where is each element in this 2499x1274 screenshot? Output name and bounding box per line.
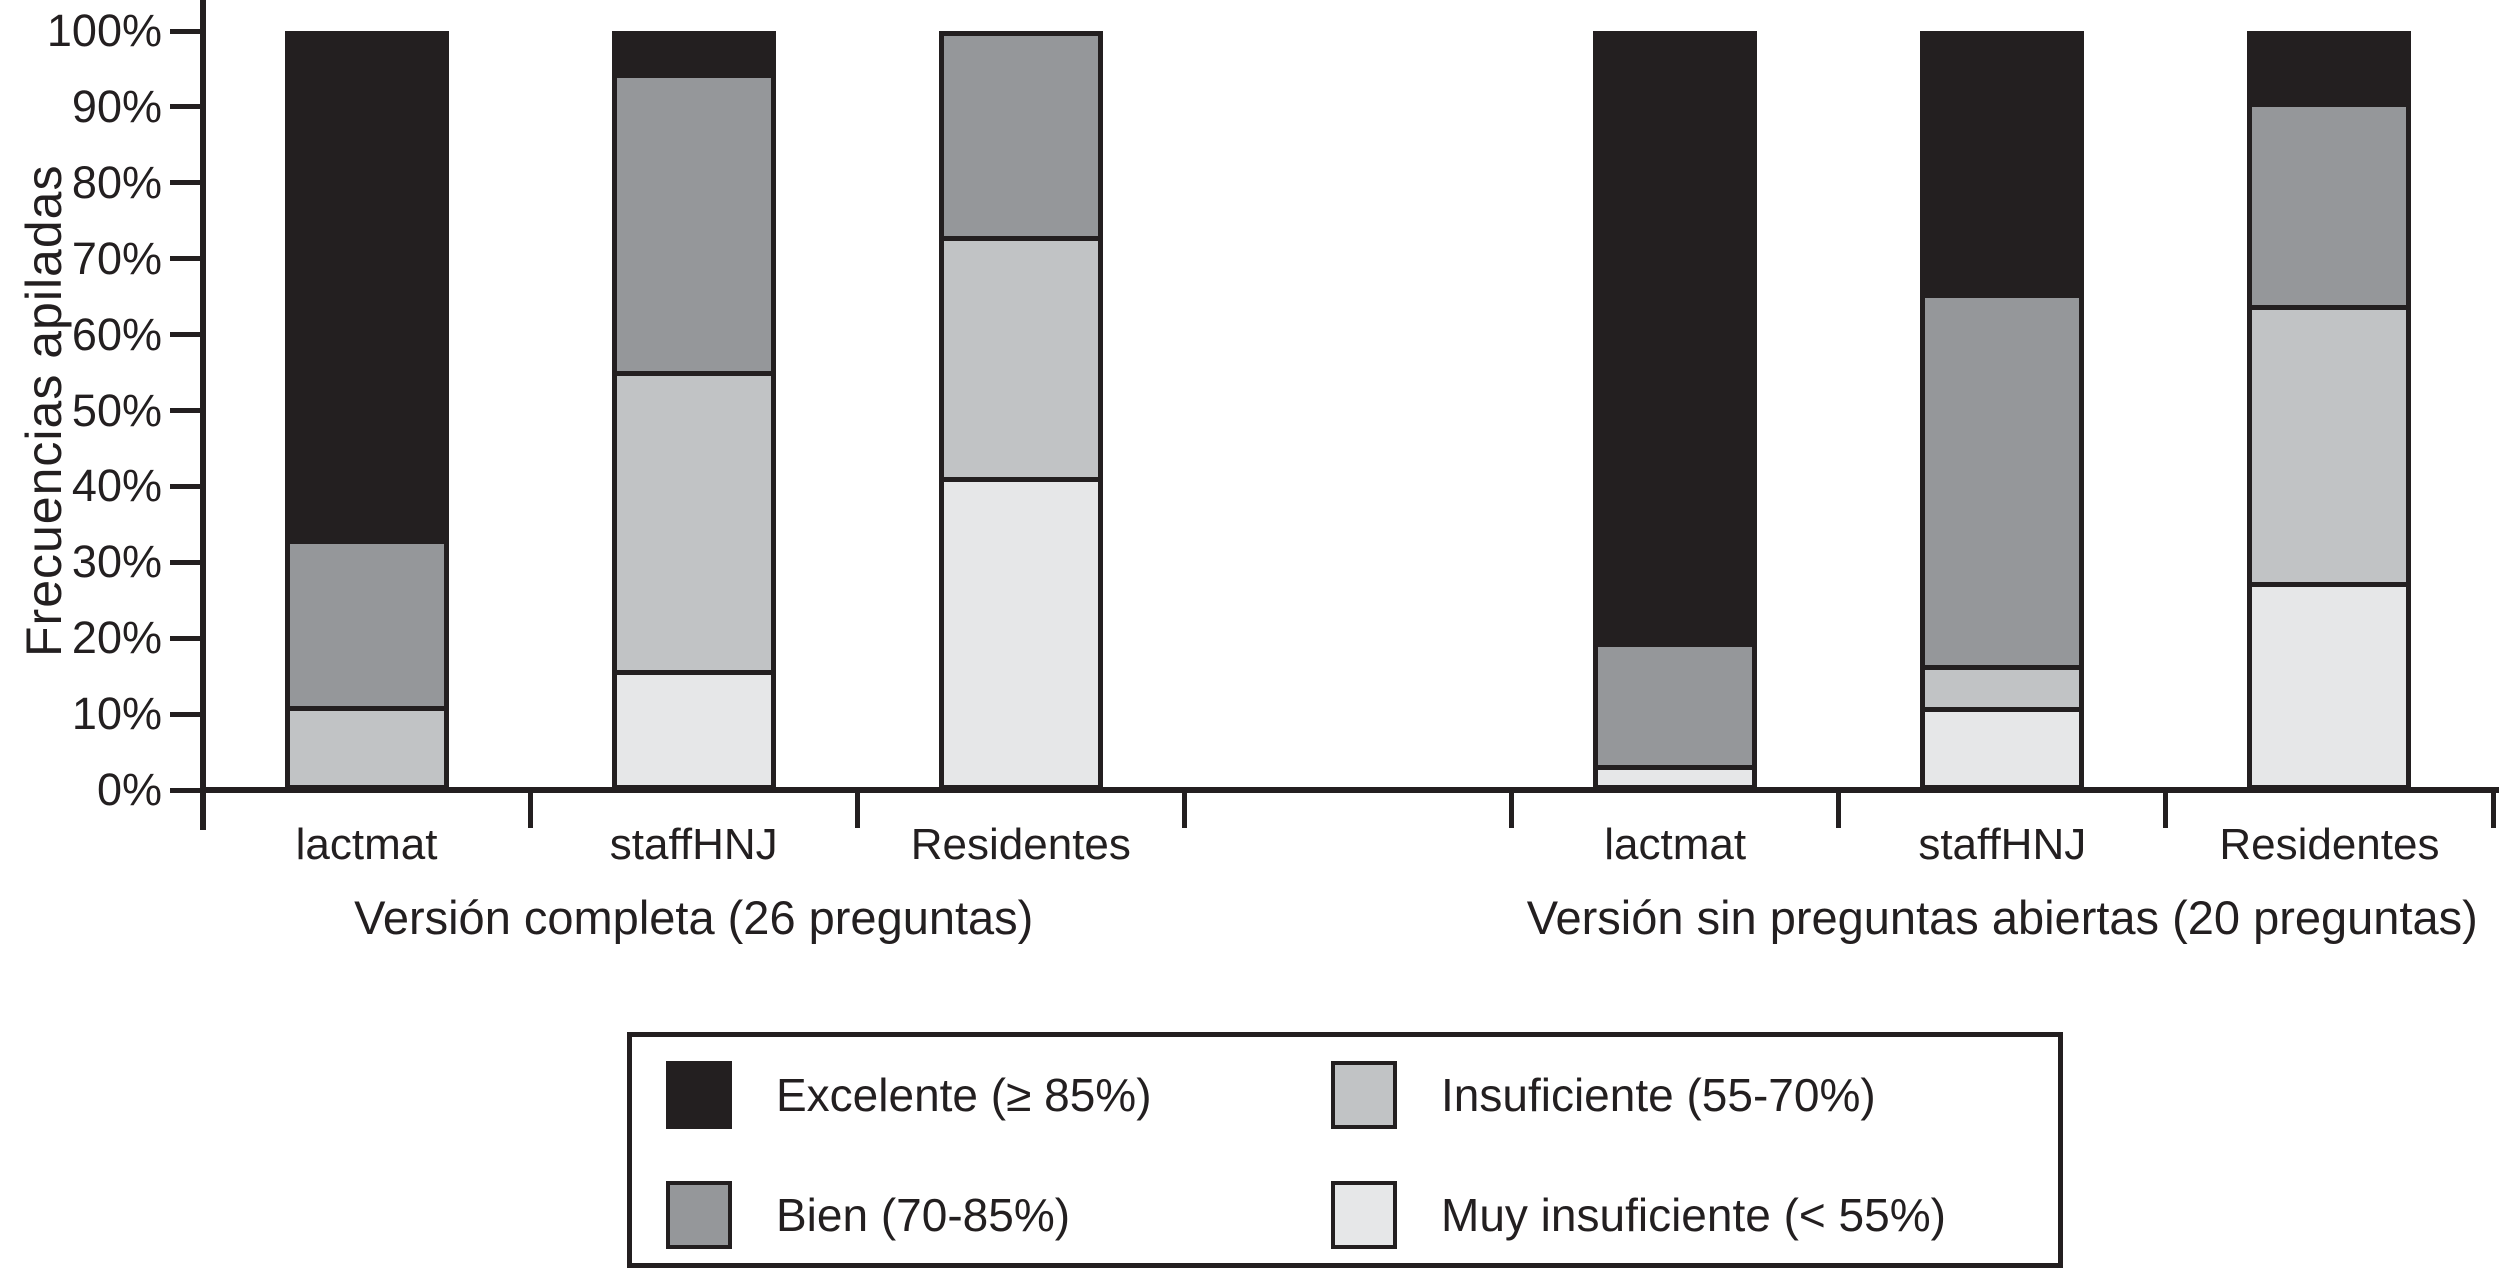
category-label: staffHNJ: [609, 820, 778, 869]
x-axis-tick: [527, 790, 533, 828]
bar-staffHNJ: [1920, 31, 2085, 790]
legend-label: Muy insuficiente (< 55%): [1441, 1189, 1946, 1241]
x-axis-tick: [2490, 790, 2496, 828]
legend-item: Insuficiente (55-70%): [1331, 1061, 2048, 1129]
y-axis-tick: [170, 332, 200, 338]
bar-segment-insuficiente: [289, 706, 444, 785]
bar-segment-muy_insuficiente: [1925, 706, 2080, 786]
category-label: Residentes: [2219, 820, 2440, 869]
x-axis-tick: [854, 790, 860, 828]
legend-label: Insuficiente (55-70%): [1441, 1069, 1876, 1121]
category-label: lactmat: [1604, 820, 1747, 869]
legend-swatch-insuficiente: [1331, 1061, 1397, 1129]
bar-segment-muy_insuficiente: [2252, 581, 2407, 786]
bar-segment-bien: [2252, 102, 2407, 306]
legend-swatch-excelente: [666, 1061, 732, 1129]
bar-Residentes: [2247, 31, 2412, 790]
bar-segment-muy_insuficiente: [943, 477, 1098, 785]
bar-segment-insuficiente: [943, 235, 1098, 478]
bar-segment-excelente: [2252, 36, 2407, 103]
y-axis-tick-label: 0%: [96, 764, 162, 815]
y-axis-tick: [170, 104, 200, 110]
y-axis-tick: [170, 256, 200, 262]
legend-label: Bien (70-85%): [776, 1189, 1071, 1241]
y-axis-tick-label: 30%: [71, 536, 162, 588]
bar-segment-insuficiente: [616, 371, 771, 670]
y-axis-tick-label: 10%: [71, 688, 162, 740]
bar-Residentes: [938, 31, 1103, 790]
y-axis-tick: [170, 483, 200, 489]
bar-lactmat: [284, 31, 449, 790]
category-label: staffHNJ: [1918, 820, 2087, 869]
bar-segment-bien: [616, 72, 771, 372]
y-axis-tick: [170, 559, 200, 565]
bar-lactmat: [1593, 31, 1758, 790]
legend-swatch-bien: [666, 1181, 732, 1249]
legend-box: Excelente (≥ 85%) Bien (70-85%) Insuficien…: [627, 1032, 2063, 1268]
y-axis-tick-label: 70%: [71, 232, 162, 284]
group-label: Versión completa (26 preguntas): [354, 891, 1034, 944]
legend-item: Excelente (≥ 85%): [666, 1061, 1331, 1129]
x-axis-tick: [1836, 790, 1842, 828]
bar-segment-excelente: [616, 36, 771, 73]
y-axis-tick-label: 100%: [46, 5, 162, 56]
y-axis-tick-label: 80%: [71, 156, 162, 208]
y-axis-tick-label: 40%: [71, 460, 162, 512]
bar-segment-excelente: [1925, 36, 2080, 293]
y-axis-tick: [170, 787, 200, 793]
bar-segment-bien: [289, 538, 444, 707]
bar-staffHNJ: [611, 31, 776, 790]
bar-segment-bien: [943, 36, 1098, 236]
category-label: lactmat: [295, 820, 438, 869]
group-label: Versión sin preguntas abiertas (20 pregu…: [1526, 891, 2478, 944]
y-axis-tick: [170, 408, 200, 413]
legend-label: Excelente (≥ 85%): [776, 1069, 1152, 1121]
y-axis-tick: [170, 180, 200, 186]
y-axis-tick-label: 50%: [71, 384, 162, 436]
x-axis-tick: [1181, 790, 1187, 828]
y-axis-tick: [170, 28, 200, 34]
y-axis-tick-label: 90%: [71, 80, 162, 132]
bar-segment-insuficiente: [2252, 305, 2407, 582]
y-axis-tick: [170, 711, 200, 717]
x-axis-tick: [1509, 790, 1515, 828]
x-axis-tick: [2163, 790, 2169, 828]
legend-item: Muy insuficiente (< 55%): [1331, 1181, 2048, 1249]
y-axis-tick-label: 60%: [71, 308, 162, 360]
y-axis-line: [200, 0, 206, 830]
legend-item: Bien (70-85%): [666, 1181, 1331, 1249]
bar-segment-muy_insuficiente: [616, 669, 771, 785]
legend-swatch-muy_insuficiente: [1331, 1181, 1397, 1249]
category-label: Residentes: [910, 820, 1131, 869]
y-axis-tick-label: 20%: [71, 612, 162, 664]
y-axis-tick: [170, 635, 200, 641]
bar-segment-excelente: [1598, 36, 1753, 642]
x-axis-baseline: [200, 787, 2499, 793]
bar-segment-bien: [1598, 641, 1753, 766]
bar-segment-insuficiente: [1925, 664, 2080, 707]
bar-segment-bien: [1925, 292, 2080, 665]
bar-segment-muy_insuficiente: [1598, 765, 1753, 785]
bar-segment-excelente: [289, 36, 444, 539]
